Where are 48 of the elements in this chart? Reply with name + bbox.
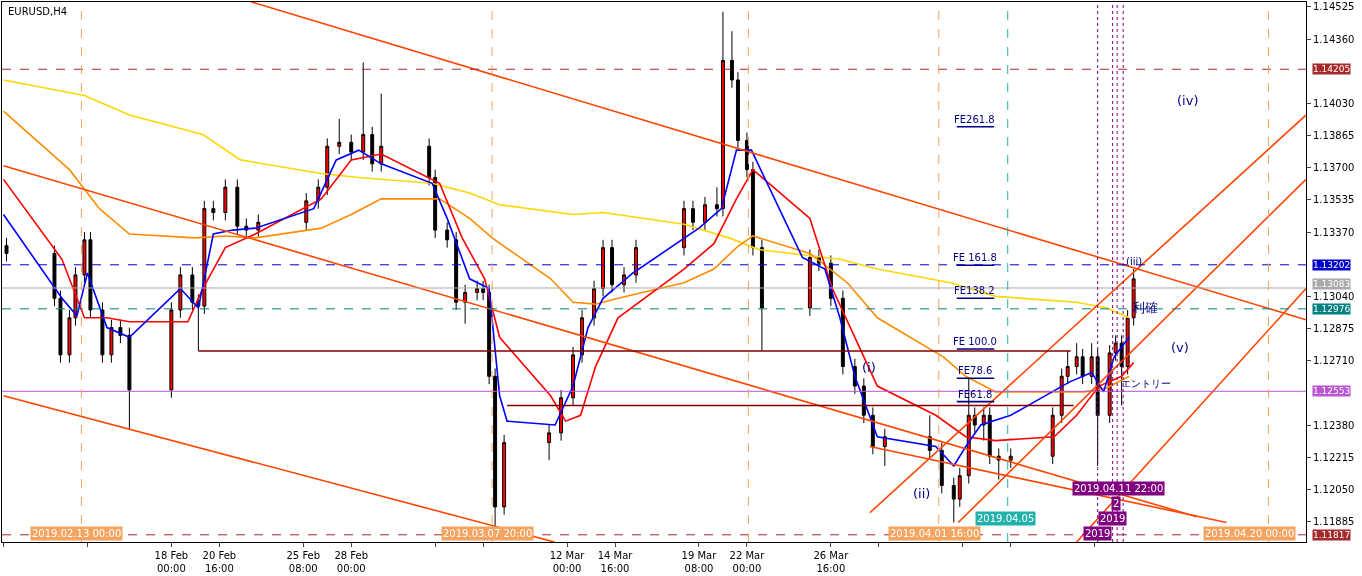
y-tick-label: 1.13535 bbox=[1313, 194, 1355, 206]
x-tick-label: 22 Mar 00:00 bbox=[729, 550, 766, 574]
annotation: FE261.8 bbox=[954, 114, 995, 125]
annotation: エントリー bbox=[1121, 378, 1171, 389]
ref-line-label: 1.11817 bbox=[1313, 530, 1351, 540]
annotation: (iv) bbox=[1177, 93, 1199, 108]
x-tick-label: 19 Mar 08:00 bbox=[681, 550, 718, 574]
y-tick-label: 1.14030 bbox=[1313, 97, 1355, 109]
annotation: (iii) bbox=[1126, 256, 1143, 267]
ref-line-label: 2019.04.11 22:00 bbox=[1074, 483, 1164, 494]
ref-line-label: 1.12553 bbox=[1313, 386, 1351, 396]
ref-line-label: 2019 bbox=[1100, 513, 1126, 524]
chart-title: EURUSD,H4 bbox=[8, 6, 68, 17]
ref-line-label: 1.13202 bbox=[1313, 260, 1351, 270]
y-tick-label: 1.14360 bbox=[1313, 33, 1355, 45]
x-tick-label: 28 Feb 00:00 bbox=[334, 550, 369, 574]
x-tick-label: 25 Feb 08:00 bbox=[286, 550, 321, 574]
ref-line-label: 2019 bbox=[1085, 528, 1111, 539]
annotation: FE 100.0 bbox=[953, 336, 997, 347]
y-tick-label: 1.12710 bbox=[1313, 355, 1355, 367]
ref-line-label: 2019.03.07 20:00 bbox=[443, 528, 533, 539]
x-tick-label: 14 Mar 16:00 bbox=[597, 550, 634, 574]
ref-line-label: 2 bbox=[1113, 498, 1120, 509]
x-tick-label: 12 Mar 00:00 bbox=[549, 550, 586, 574]
y-tick-label: 1.13040 bbox=[1313, 290, 1355, 302]
y-tick-label: 1.13700 bbox=[1313, 162, 1355, 174]
y-tick-label: 1.11885 bbox=[1313, 516, 1355, 528]
y-tick-label: 1.12875 bbox=[1313, 323, 1355, 335]
annotation: (v) bbox=[1171, 340, 1189, 355]
ref-line-label: 2019.02.13 00:00 bbox=[32, 528, 122, 539]
y-tick-label: 1.12050 bbox=[1313, 483, 1355, 495]
ref-line-label: 1.14205 bbox=[1313, 64, 1351, 74]
y-tick-label: 1.13370 bbox=[1313, 226, 1355, 238]
ref-line-label: 1.12976 bbox=[1313, 304, 1351, 314]
y-tick-label: 1.12215 bbox=[1313, 451, 1355, 463]
ref-line-label: 2019.04.05 bbox=[977, 513, 1035, 524]
x-tick-label: 18 Feb 00:00 bbox=[154, 550, 189, 574]
x-tick-label: 20 Feb 16:00 bbox=[202, 550, 237, 574]
ref-line-label: 1.13083 bbox=[1313, 279, 1351, 289]
annotation: (ii) bbox=[913, 486, 931, 501]
y-tick-label: 1.12380 bbox=[1313, 419, 1355, 431]
annotation: FE78.6 bbox=[958, 365, 993, 376]
y-tick-label: 1.14525 bbox=[1313, 1, 1355, 13]
ref-line-label: 2019.04.20 00:00 bbox=[1205, 528, 1295, 539]
y-tick-label: 1.13865 bbox=[1313, 130, 1355, 142]
ref-line-label: 2019.04.01 16:00 bbox=[890, 528, 980, 539]
annotation: FE 161.8 bbox=[953, 252, 997, 263]
x-tick-label: 26 Mar 16:00 bbox=[813, 550, 850, 574]
